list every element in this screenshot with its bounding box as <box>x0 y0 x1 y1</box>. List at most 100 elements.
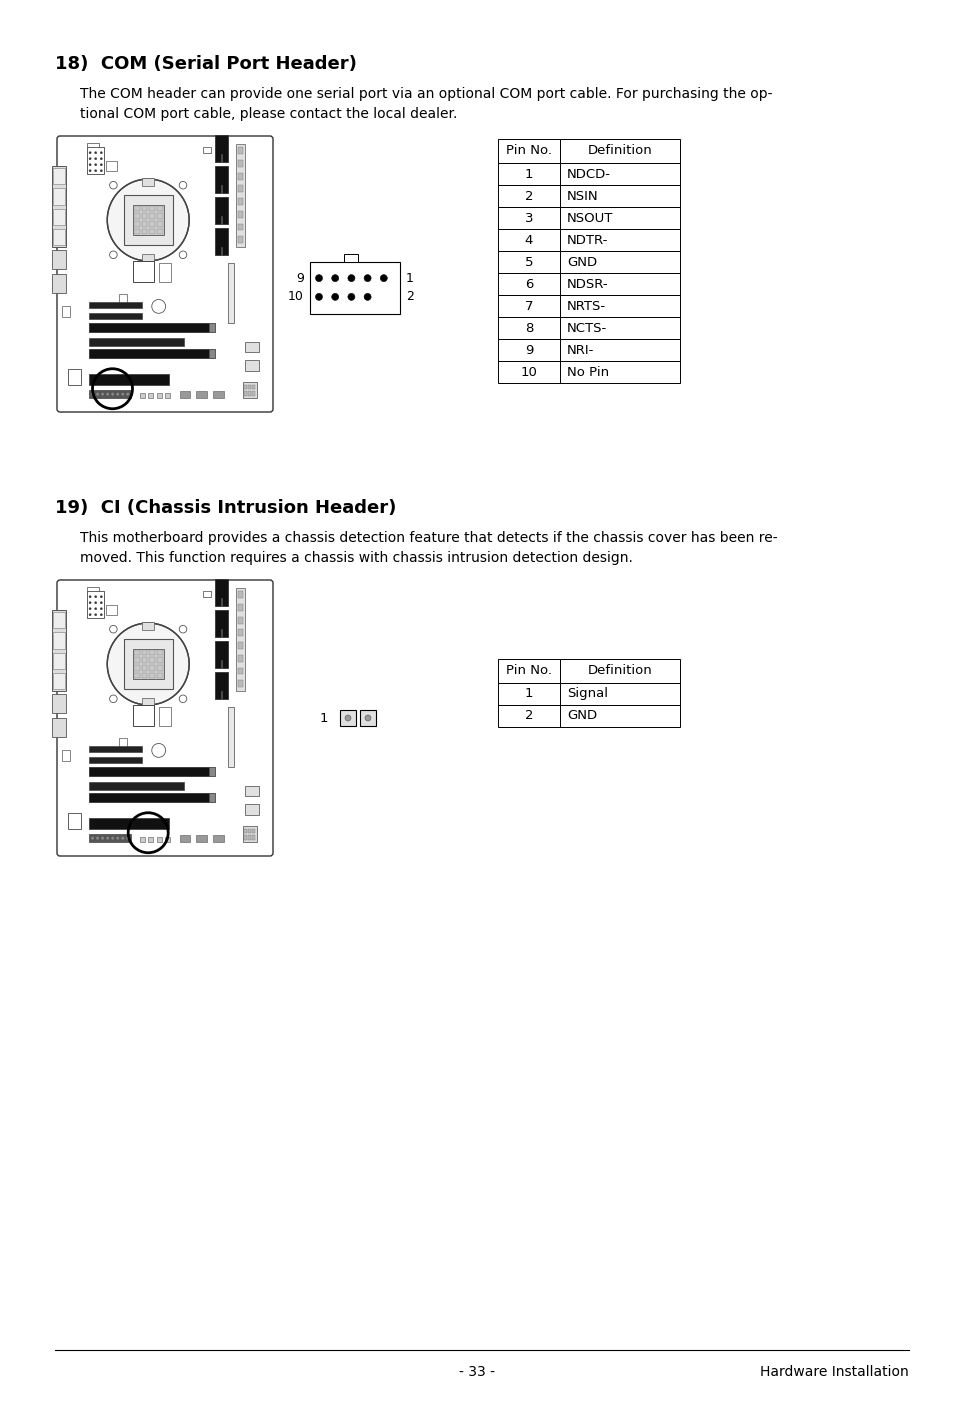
Bar <box>90 390 132 398</box>
Text: Definition: Definition <box>587 664 652 678</box>
Bar <box>245 342 259 352</box>
Bar <box>141 213 147 218</box>
Bar <box>158 264 172 282</box>
Bar <box>90 818 169 828</box>
Circle shape <box>107 837 109 839</box>
Bar <box>209 323 215 332</box>
Text: GND: GND <box>566 709 597 722</box>
Bar <box>221 247 222 255</box>
Bar <box>215 228 228 255</box>
Bar <box>133 261 154 282</box>
Bar <box>497 251 559 274</box>
Bar <box>209 767 215 776</box>
Bar <box>149 206 154 211</box>
Text: NSIN: NSIN <box>566 190 598 203</box>
Bar <box>156 672 162 678</box>
Bar <box>215 166 228 193</box>
Circle shape <box>100 614 102 615</box>
Bar <box>53 613 65 628</box>
Bar <box>165 837 170 842</box>
Circle shape <box>345 715 351 720</box>
Bar <box>209 793 215 801</box>
Text: NSOUT: NSOUT <box>566 211 613 224</box>
Circle shape <box>315 275 322 282</box>
Bar <box>310 261 399 313</box>
Text: NDCD-: NDCD- <box>566 167 610 180</box>
Bar <box>156 837 162 842</box>
Bar <box>203 591 211 597</box>
Text: 6: 6 <box>524 278 533 291</box>
Bar <box>88 587 99 591</box>
Text: 9: 9 <box>524 343 533 356</box>
Bar <box>156 213 162 218</box>
Bar <box>90 323 215 332</box>
Bar <box>141 206 147 211</box>
Bar <box>149 665 154 671</box>
Bar <box>248 391 251 396</box>
Bar <box>133 213 139 218</box>
Text: 9: 9 <box>295 272 304 285</box>
Bar <box>62 750 71 761</box>
Circle shape <box>94 163 96 166</box>
Circle shape <box>94 170 96 172</box>
Bar <box>215 641 228 668</box>
Bar <box>69 813 81 828</box>
Bar <box>215 672 228 699</box>
Circle shape <box>365 715 371 720</box>
Bar <box>245 786 259 797</box>
Bar <box>245 360 259 372</box>
Bar <box>497 139 559 163</box>
Bar <box>90 337 184 346</box>
Bar <box>53 672 65 689</box>
Bar <box>359 710 375 726</box>
Bar <box>149 658 154 664</box>
Bar <box>497 207 559 228</box>
Text: 2: 2 <box>406 291 414 303</box>
Circle shape <box>89 152 91 153</box>
Bar <box>221 691 222 699</box>
Bar <box>156 228 162 234</box>
Bar <box>133 228 139 234</box>
Bar <box>88 591 104 618</box>
Bar <box>62 306 71 318</box>
Circle shape <box>94 614 96 615</box>
Bar <box>497 163 559 184</box>
Circle shape <box>107 393 109 396</box>
Circle shape <box>121 837 124 839</box>
Bar <box>238 186 242 193</box>
Circle shape <box>89 170 91 172</box>
Bar <box>238 591 242 598</box>
Bar <box>221 216 222 224</box>
Bar <box>52 610 66 691</box>
Circle shape <box>179 182 187 189</box>
Circle shape <box>116 837 119 839</box>
Circle shape <box>100 596 102 598</box>
Bar <box>133 705 154 726</box>
Bar <box>90 793 215 801</box>
Text: 7: 7 <box>524 299 533 312</box>
Bar <box>497 184 559 207</box>
Bar <box>106 604 116 615</box>
Bar <box>497 228 559 251</box>
Bar <box>133 649 139 655</box>
Circle shape <box>332 275 338 282</box>
Bar <box>119 739 127 747</box>
Bar <box>148 837 153 842</box>
Bar <box>497 339 559 362</box>
Bar <box>132 648 163 679</box>
Circle shape <box>96 393 99 396</box>
Bar <box>196 835 207 842</box>
Bar <box>238 655 242 662</box>
Bar <box>142 179 154 186</box>
Circle shape <box>152 299 166 313</box>
Bar <box>238 211 242 217</box>
Bar <box>497 658 559 682</box>
Bar <box>497 705 559 726</box>
Circle shape <box>100 608 102 610</box>
Bar <box>248 384 251 389</box>
Circle shape <box>94 608 96 610</box>
Bar <box>236 145 245 247</box>
Text: NCTS-: NCTS- <box>566 322 607 335</box>
Text: 2: 2 <box>524 709 533 722</box>
Bar <box>156 649 162 655</box>
